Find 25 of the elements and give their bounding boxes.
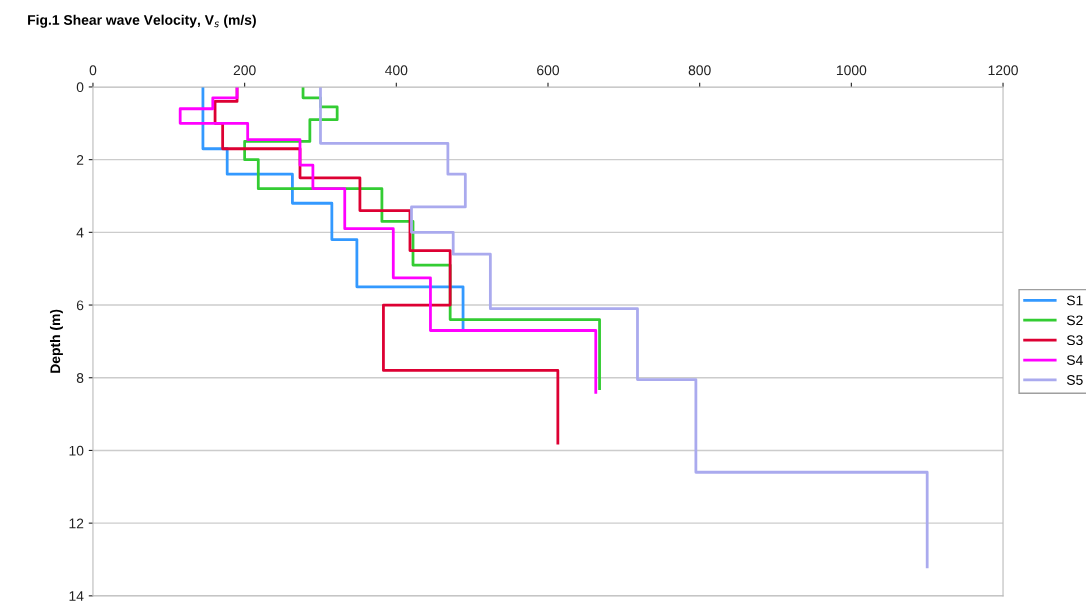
x-tick-label: 400 bbox=[385, 65, 408, 76]
x-tick-label: 200 bbox=[233, 65, 256, 76]
y-tick-label: 6 bbox=[76, 300, 84, 311]
x-tick-label: 0 bbox=[89, 65, 97, 76]
chart-title: Fig.1 Shear wave Velocity, V$_{s}$ (m/s) bbox=[28, 14, 256, 28]
y-tick-label: 14 bbox=[69, 591, 84, 601]
legend-label: S1 bbox=[1066, 295, 1083, 306]
x-tick-label: 800 bbox=[688, 65, 711, 76]
line-series bbox=[319, 86, 929, 569]
legend-label: S2 bbox=[1066, 315, 1083, 326]
line-series bbox=[201, 86, 465, 332]
y-tick-label: 2 bbox=[76, 154, 84, 165]
y-tick-label: 4 bbox=[76, 227, 84, 238]
y-tick-label: 10 bbox=[69, 445, 84, 456]
legend-label: S3 bbox=[1066, 335, 1083, 346]
y-tick-label: 0 bbox=[76, 82, 84, 93]
x-tick-label: 1000 bbox=[836, 65, 867, 76]
x-tick-label: 600 bbox=[537, 65, 560, 76]
legend-label: S5 bbox=[1066, 375, 1083, 385]
y-tick-label: 8 bbox=[76, 373, 84, 383]
legend-label: S4 bbox=[1066, 355, 1083, 366]
x-tick-label: 1200 bbox=[988, 65, 1018, 76]
y-axis-title: Depth (m) bbox=[49, 309, 63, 373]
line-series bbox=[178, 86, 598, 394]
y-tick-label: 12 bbox=[69, 518, 84, 529]
